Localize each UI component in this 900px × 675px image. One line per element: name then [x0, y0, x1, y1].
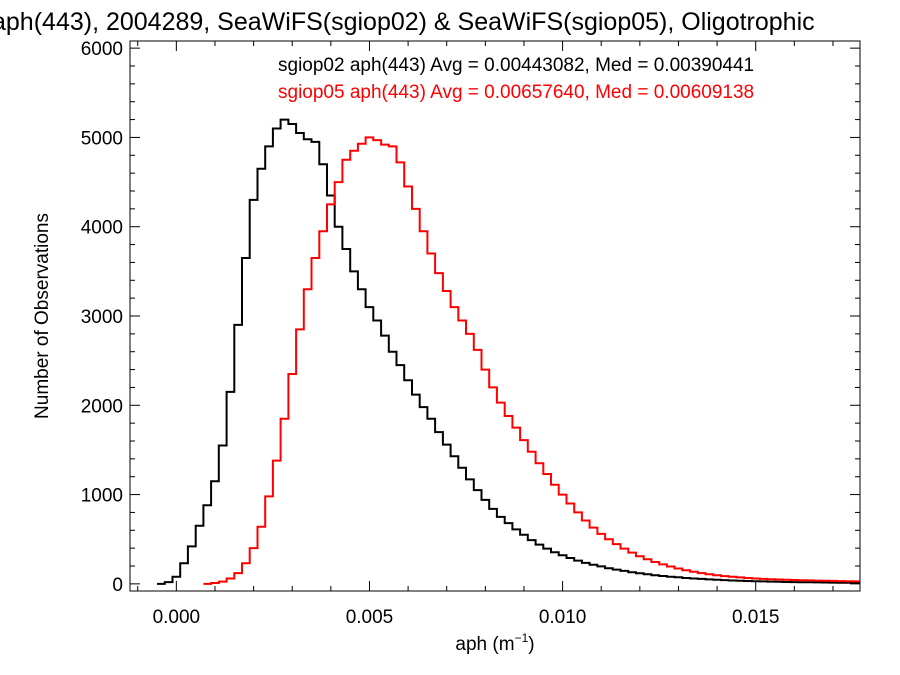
y-tick-label: 5000 [81, 128, 123, 149]
x-tick-label: 0.000 [153, 607, 201, 628]
axis-ticks [130, 41, 860, 591]
x-axis-label: aph (m−1) [455, 631, 534, 655]
x-axis-label-main: aph (m [455, 634, 514, 655]
y-tick-label: 1000 [81, 486, 123, 507]
x-axis-label-close: ) [528, 634, 534, 655]
axis-tick-labels: 0.000 0.005 0.010 0.015 0 1000 2000 3000 4000 500… [81, 39, 780, 628]
x-tick-label: 0.015 [732, 607, 780, 628]
y-tick-label: 4000 [81, 218, 123, 239]
annotation-sgiop05: sgiop05 aph(443) Avg = 0.00657640, Med =… [278, 82, 754, 103]
x-tick-label: 0.005 [346, 607, 394, 628]
plot-lines [157, 118, 860, 585]
chart-title: aph(443), 2004289, SeaWiFS(sgiop02) & Se… [0, 8, 815, 36]
y-tick-label: 3000 [81, 307, 123, 328]
series-line-1 [157, 118, 860, 585]
annotation-sgiop02: sgiop02 aph(443) Avg = 0.00443082, Med =… [278, 55, 754, 76]
y-tick-label: 2000 [81, 396, 123, 417]
series-line-2 [203, 136, 860, 585]
x-tick-label: 0.010 [539, 607, 587, 628]
x-axis-label-exponent: −1 [515, 631, 529, 645]
y-axis-label: Number of Observations [32, 213, 53, 419]
y-tick-label: 6000 [81, 39, 123, 60]
y-tick-label: 0 [112, 575, 123, 596]
